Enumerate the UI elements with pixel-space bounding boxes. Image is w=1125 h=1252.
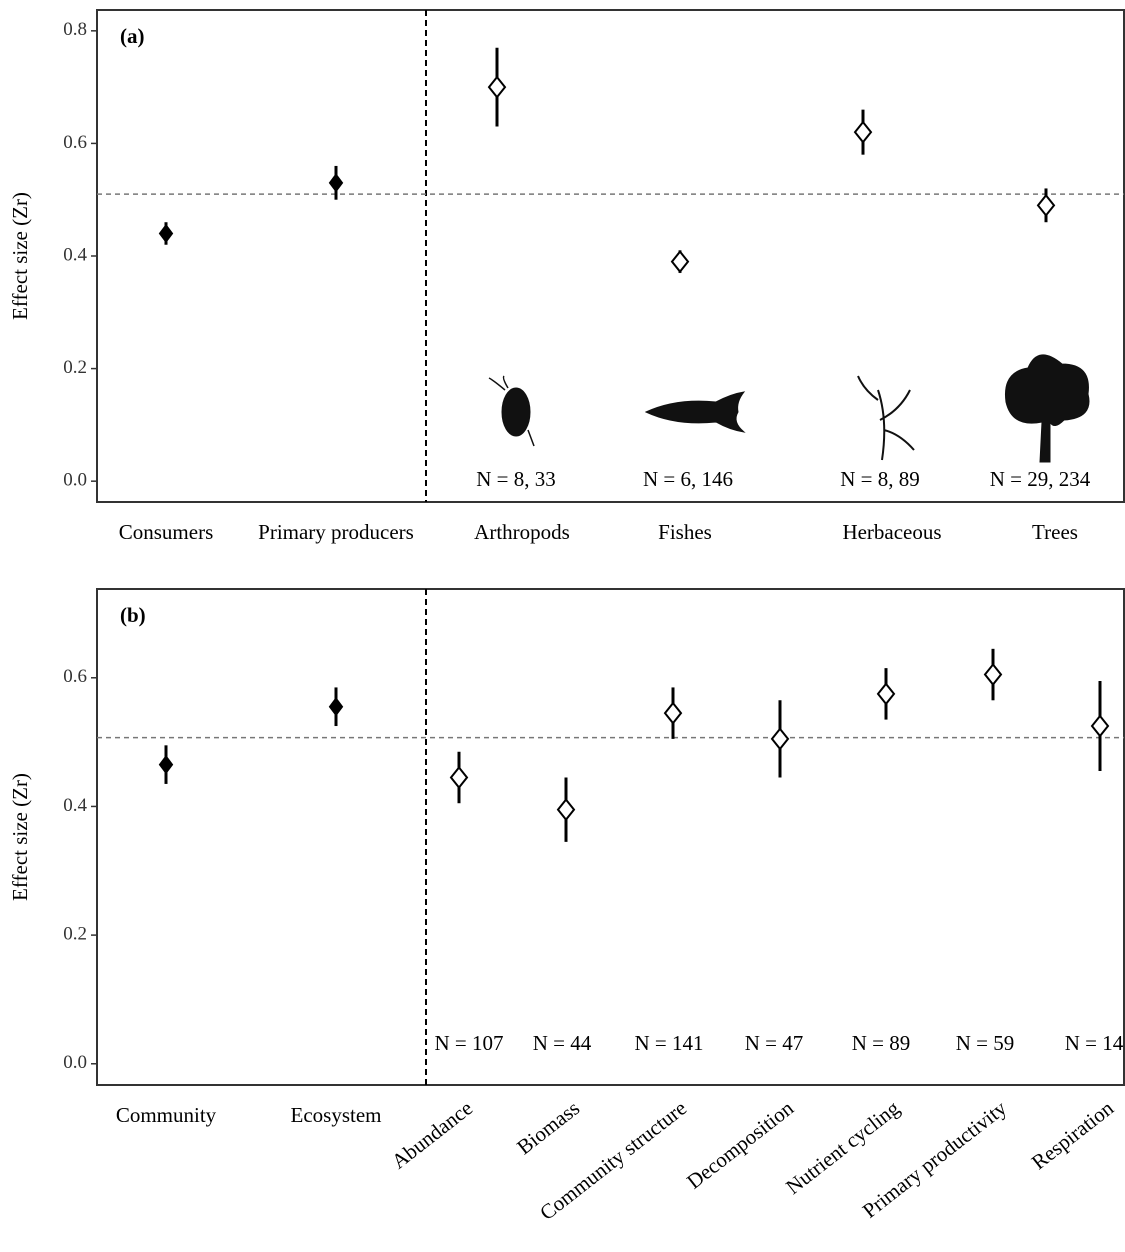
point bbox=[663, 701, 683, 725]
point bbox=[158, 223, 174, 244]
x-tick-label: Trees bbox=[1032, 520, 1078, 544]
x-tick-label: Arthropods bbox=[474, 520, 570, 544]
y-tick-label: 0.6 bbox=[63, 666, 87, 687]
y-axis-label: Effect size (Zr) bbox=[8, 773, 32, 901]
x-tick-label: Community bbox=[116, 1103, 217, 1127]
point bbox=[983, 662, 1003, 687]
sample-size: N = 6, 146 bbox=[643, 467, 733, 491]
point bbox=[770, 727, 790, 751]
sample-size: N = 59 bbox=[956, 1031, 1015, 1055]
sample-size: N = 44 bbox=[533, 1031, 592, 1055]
sample-size: N = 14 bbox=[1065, 1031, 1124, 1055]
x-tick-label: Consumers bbox=[119, 520, 214, 544]
point bbox=[328, 697, 344, 717]
y-tick-label: 0.6 bbox=[63, 132, 87, 153]
y-tick-label: 0.2 bbox=[63, 923, 87, 944]
point bbox=[1036, 193, 1056, 217]
sample-size: N = 107 bbox=[434, 1031, 503, 1055]
y-tick-label: 0.4 bbox=[63, 795, 87, 816]
panel-label: (a) bbox=[120, 24, 145, 48]
arthropod-icon bbox=[501, 387, 531, 437]
sample-size: N = 29, 234 bbox=[990, 467, 1091, 491]
point bbox=[1090, 714, 1110, 738]
plot-frame bbox=[96, 588, 1125, 1086]
panel-label: (b) bbox=[120, 603, 146, 627]
sample-size: N = 47 bbox=[745, 1031, 804, 1055]
sample-size: N = 8, 33 bbox=[476, 467, 556, 491]
sample-size: N = 89 bbox=[852, 1031, 911, 1055]
point bbox=[556, 798, 576, 822]
x-tick-label: Ecosystem bbox=[291, 1103, 382, 1127]
y-tick-label: 0.4 bbox=[63, 244, 87, 265]
plot-frame bbox=[96, 9, 1125, 503]
x-tick-label: Abundance bbox=[387, 1096, 477, 1174]
y-tick-label: 0.0 bbox=[63, 470, 87, 491]
x-tick-label: Respiration bbox=[1027, 1096, 1118, 1175]
y-tick-label: 0.2 bbox=[63, 357, 87, 378]
x-tick-label: Fishes bbox=[658, 520, 712, 544]
x-tick-label: Primary producers bbox=[258, 520, 414, 544]
fish-icon bbox=[644, 391, 746, 433]
point bbox=[876, 682, 896, 706]
plant-icon bbox=[857, 375, 915, 461]
arthropod-legs bbox=[488, 375, 535, 447]
point bbox=[487, 75, 507, 99]
sample-size: N = 141 bbox=[634, 1031, 703, 1055]
point bbox=[853, 120, 873, 144]
point bbox=[449, 765, 469, 790]
y-tick-label: 0.0 bbox=[63, 1052, 87, 1073]
point bbox=[670, 250, 690, 274]
y-axis-label: Effect size (Zr) bbox=[8, 192, 32, 320]
x-tick-label: Decomposition bbox=[682, 1096, 798, 1194]
point bbox=[328, 173, 344, 193]
tree-icon bbox=[1004, 354, 1090, 463]
silhouettes bbox=[488, 354, 1090, 463]
y-tick-label: 0.8 bbox=[63, 19, 87, 40]
x-tick-label: Biomass bbox=[512, 1096, 584, 1159]
x-tick-label: Herbaceous bbox=[842, 520, 941, 544]
point bbox=[158, 754, 174, 775]
sample-size: N = 8, 89 bbox=[840, 467, 920, 491]
